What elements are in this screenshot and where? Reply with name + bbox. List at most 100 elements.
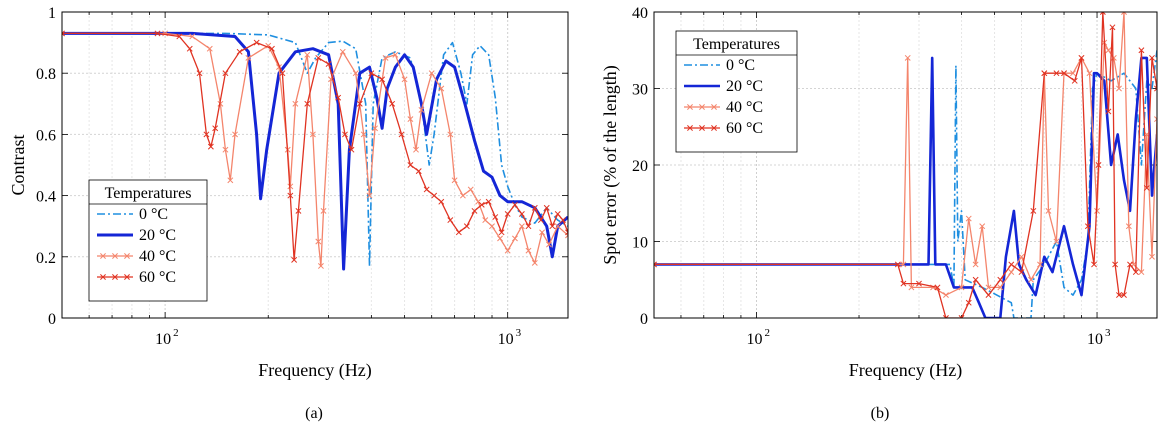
data-point-marker bbox=[1037, 261, 1043, 268]
data-point-marker bbox=[315, 54, 322, 61]
data-point-marker bbox=[245, 54, 252, 61]
data-point-marker bbox=[389, 100, 396, 107]
data-point-marker bbox=[1053, 238, 1060, 245]
data-point-marker bbox=[463, 223, 470, 230]
data-point-marker bbox=[431, 192, 438, 199]
data-point-marker bbox=[525, 223, 532, 230]
data-point-marker bbox=[549, 223, 556, 230]
legend-marker bbox=[711, 104, 717, 110]
data-point-marker bbox=[942, 292, 949, 299]
axes-frame bbox=[653, 11, 1158, 319]
data-point-marker bbox=[1138, 269, 1145, 276]
data-point-marker bbox=[1132, 269, 1139, 276]
legend-title: Temperatures bbox=[693, 36, 780, 53]
data-point-marker bbox=[356, 100, 363, 107]
series-group bbox=[654, 12, 1157, 318]
data-point-marker bbox=[1110, 54, 1117, 61]
data-point-marker bbox=[1105, 47, 1112, 54]
data-point-marker bbox=[1125, 223, 1132, 230]
data-point-marker bbox=[485, 198, 492, 205]
data-point-marker bbox=[900, 280, 907, 287]
data-point-marker bbox=[62, 30, 65, 37]
data-point-marker bbox=[554, 223, 561, 230]
data-point-marker bbox=[1045, 207, 1052, 214]
series-line-1 bbox=[62, 31, 568, 271]
data-point-marker bbox=[189, 33, 196, 40]
y-tick-label: 40 bbox=[632, 5, 648, 22]
series-line-2 bbox=[62, 32, 568, 267]
data-point-marker bbox=[287, 192, 294, 199]
data-point-marker bbox=[1078, 54, 1085, 61]
data-point-marker bbox=[232, 131, 238, 138]
data-point-marker bbox=[972, 276, 979, 283]
data-point-marker bbox=[379, 76, 386, 83]
data-point-marker bbox=[972, 261, 979, 268]
data-point-marker bbox=[372, 125, 378, 132]
legend-label-3: 60 °C bbox=[726, 120, 763, 137]
data-point-marker bbox=[401, 76, 408, 83]
data-point-marker bbox=[304, 100, 311, 107]
data-point-marker bbox=[207, 143, 214, 150]
data-point-marker bbox=[1008, 261, 1015, 268]
series-group bbox=[62, 30, 568, 271]
data-point-marker bbox=[1091, 261, 1098, 268]
x-tick-label: 10 bbox=[155, 331, 171, 348]
data-point-marker bbox=[1138, 47, 1145, 54]
data-point-marker bbox=[418, 106, 425, 113]
legend-marker bbox=[112, 253, 118, 259]
series-line-0 bbox=[654, 50, 1157, 318]
data-point-marker bbox=[985, 284, 992, 291]
data-point-marker bbox=[407, 162, 414, 168]
data-point-marker bbox=[908, 284, 915, 291]
legend-label-1: 20 °C bbox=[139, 227, 176, 244]
data-point-marker bbox=[1028, 276, 1034, 283]
data-point-marker bbox=[1121, 292, 1127, 299]
data-point-marker bbox=[413, 146, 419, 153]
data-point-marker bbox=[176, 33, 183, 40]
data-point-marker bbox=[325, 61, 332, 67]
data-point-marker bbox=[206, 45, 213, 52]
y-tick-label: 30 bbox=[632, 82, 648, 99]
x-tick-label: 10 bbox=[1087, 331, 1103, 348]
data-point-marker bbox=[497, 235, 504, 242]
y-tick-label: 0 bbox=[48, 311, 56, 328]
data-point-marker bbox=[504, 247, 511, 254]
data-point-marker bbox=[511, 235, 518, 242]
data-point-marker bbox=[342, 131, 348, 138]
series-line-0 bbox=[62, 32, 568, 267]
legend-label-1: 20 °C bbox=[726, 78, 763, 95]
data-point-marker bbox=[537, 217, 544, 224]
data-point-marker bbox=[1018, 269, 1025, 276]
data-point-marker bbox=[222, 70, 229, 77]
data-point-marker bbox=[455, 229, 462, 236]
legend-title: Temperatures bbox=[105, 185, 192, 202]
data-point-marker bbox=[295, 207, 302, 214]
data-point-marker bbox=[979, 223, 986, 230]
y-tick-label: 0.8 bbox=[36, 66, 56, 83]
data-point-marker bbox=[965, 299, 972, 306]
data-point-marker bbox=[997, 284, 1004, 291]
data-point-marker bbox=[366, 192, 373, 199]
y-tick-label: 0.4 bbox=[36, 189, 56, 206]
y-axis-label: Contrast bbox=[8, 135, 28, 196]
data-point-marker bbox=[1112, 261, 1119, 268]
data-point-marker bbox=[958, 284, 965, 291]
data-point-marker bbox=[292, 100, 299, 107]
data-point-marker bbox=[985, 292, 992, 299]
data-point-marker bbox=[253, 39, 260, 46]
data-point-marker bbox=[352, 70, 359, 77]
legend-marker bbox=[699, 125, 705, 131]
data-point-marker bbox=[428, 70, 435, 77]
legend-marker bbox=[687, 104, 693, 110]
data-point-marker bbox=[504, 211, 511, 217]
data-point-marker bbox=[511, 201, 518, 208]
data-point-marker bbox=[531, 259, 538, 266]
data-point-marker bbox=[382, 54, 389, 61]
data-point-marker bbox=[565, 229, 568, 236]
legend-marker bbox=[112, 274, 118, 280]
data-point-marker bbox=[482, 217, 489, 224]
data-point-marker bbox=[1071, 77, 1078, 84]
data-point-marker bbox=[423, 186, 430, 193]
data-point-marker bbox=[554, 211, 561, 217]
data-point-marker bbox=[291, 256, 298, 263]
